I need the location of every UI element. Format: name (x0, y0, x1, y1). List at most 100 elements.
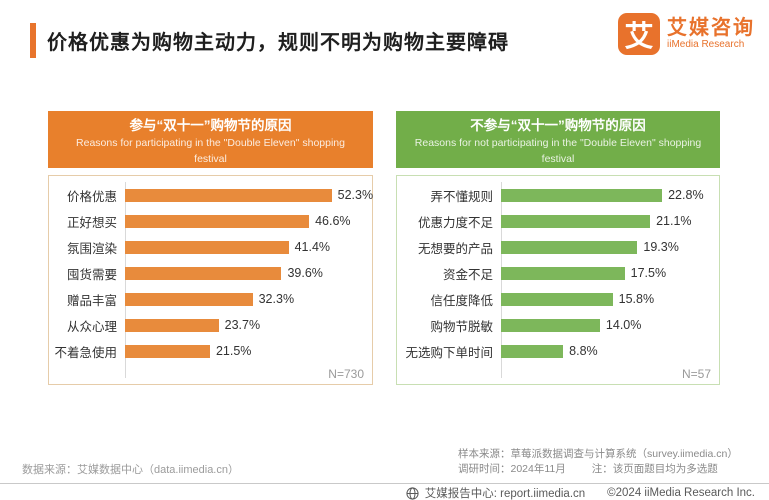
chart-subtitle: Reasons for not participating in the "Do… (414, 137, 702, 165)
sample-size-note: N=730 (328, 367, 364, 381)
chart-row: 价格优惠 52.3% (49, 184, 373, 206)
bar-value-label: 14.0% (605, 318, 642, 332)
bar (501, 318, 600, 332)
chart-row: 无选购下单时间 8.8% (397, 340, 713, 362)
chart-row: 正好想买 46.6% (49, 210, 366, 232)
sample-size-note: N=57 (681, 367, 711, 381)
bar (125, 292, 253, 306)
charts-area: 参与“双十一”购物节的原因 Reasons for participating … (48, 111, 720, 385)
bar-category-label: 氛围渲染 (66, 241, 117, 256)
chart-row: 不着急使用 21.5% (49, 340, 366, 362)
non-participation-reasons-chart: 不参与“双十一”购物节的原因 Reasons for not participa… (396, 111, 720, 385)
bar-value-label: 39.6% (287, 266, 323, 280)
bar-track: 15.8% (501, 292, 713, 306)
chart-title: 不参与“双十一”购物节的原因 (470, 118, 646, 133)
participation-reasons-chart: 参与“双十一”购物节的原因 Reasons for participating … (48, 111, 373, 385)
chart-row: 信任度降低 15.8% (397, 288, 713, 310)
copyright-text: ©2024 iiMedia Research Inc. (607, 487, 755, 499)
bar-track: 17.5% (501, 266, 713, 280)
bar-value-label: 22.8% (668, 188, 704, 202)
bar-category-label: 无想要的产品 (417, 241, 493, 256)
bar (501, 292, 613, 306)
chart-header: 参与“双十一”购物节的原因 Reasons for participating … (48, 111, 373, 168)
bar-category-label: 从众心理 (66, 319, 117, 334)
brand-logo: 艾 艾媒咨询 iiMedia Research (618, 13, 755, 55)
bar-track: 46.6% (125, 214, 366, 228)
chart-row: 氛围渲染 41.4% (49, 236, 366, 258)
bar-track: 41.4% (125, 240, 366, 254)
survey-time: 调研时间：2024年11月 (458, 462, 566, 475)
chart-title: 参与“双十一”购物节的原因 (129, 118, 292, 133)
bar-track: 23.7% (125, 318, 366, 332)
chart-header: 不参与“双十一”购物节的原因 Reasons for not participa… (396, 111, 720, 168)
brand-name: 艾媒咨询 iiMedia Research (667, 17, 755, 51)
bar-value-label: 32.3% (258, 292, 295, 306)
brand-name-en: iiMedia Research (667, 39, 745, 50)
bar-track: 8.8% (501, 344, 713, 358)
bar-track: 22.8% (501, 188, 713, 202)
bar (125, 214, 310, 228)
iimedia-logo-icon: 艾 (618, 13, 660, 55)
page-footer: 艾媒报告中心: report.iimedia.cn ©2024 iiMedia … (406, 485, 755, 500)
bar-value-label: 21.1% (656, 214, 692, 228)
bar (125, 188, 332, 202)
bar-value-label: 41.4% (294, 240, 331, 254)
bar-track: 39.6% (125, 266, 366, 280)
chart-row: 无想要的产品 19.3% (397, 236, 713, 258)
bar-category-label: 赠品丰富 (66, 293, 117, 308)
y-axis-line (125, 182, 126, 378)
chart-row: 优惠力度不足 21.1% (397, 210, 713, 232)
chart-plot-area: 弄不懂规则 22.8% 优惠力度不足 21.1% 无想要的产品 19.3% 资金不足 17.5… (396, 175, 720, 385)
survey-time-line: 调研时间：2024年11月 注：该页面题目均为多选题 (458, 462, 738, 477)
brand-name-cn: 艾媒咨询 (667, 17, 755, 39)
bar-track: 19.3% (501, 240, 713, 254)
chart-plot-area: 价格优惠 52.3% 正好想买 46.6% 氛围渲染 41.4% 囤货需要 39.6% 赠品丰富… (48, 175, 373, 385)
bar-category-label: 优惠力度不足 (417, 215, 493, 230)
data-source-note: 数据来源：艾媒数据中心（data.iimedia.cn） (22, 464, 239, 476)
bar-category-label: 无选购下单时间 (405, 345, 493, 360)
title-accent-bar (30, 23, 36, 58)
bar-value-label: 23.7% (224, 318, 261, 332)
bar-category-label: 价格优惠 (66, 189, 117, 204)
bar-value-label: 52.3% (337, 188, 374, 202)
bar-value-label: 8.8% (569, 344, 598, 358)
bar (501, 240, 638, 254)
bar-track: 21.5% (125, 344, 366, 358)
chart-row: 囤货需要 39.6% (49, 262, 366, 284)
y-axis-line (501, 182, 502, 378)
bar-value-label: 15.8% (618, 292, 655, 306)
chart-row: 赠品丰富 32.3% (49, 288, 366, 310)
footer-divider (0, 483, 769, 484)
bar-track: 32.3% (125, 292, 366, 306)
bar (501, 214, 651, 228)
bar-category-label: 购物节脱敏 (430, 319, 493, 334)
bar (125, 266, 282, 280)
bar (501, 344, 564, 358)
bar-category-label: 正好想买 (66, 215, 117, 230)
chart-row: 购物节脱敏 14.0% (397, 314, 713, 336)
bar (125, 318, 219, 332)
bar-category-label: 囤货需要 (66, 267, 117, 282)
survey-notes: 样本来源：草莓派数据调查与计算系统（survey.iimedia.cn） 调研时… (458, 447, 738, 476)
report-center-text: 艾媒报告中心: report.iimedia.cn (424, 488, 586, 500)
bar-category-label: 弄不懂规则 (430, 189, 493, 204)
bar-value-label: 46.6% (315, 214, 351, 228)
page-title: 价格优惠为购物主动力，规则不明为购物主要障碍 (47, 32, 509, 54)
bar-track: 52.3% (125, 188, 373, 202)
bar (501, 188, 663, 202)
bar-value-label: 17.5% (630, 266, 667, 280)
bar (501, 266, 625, 280)
bar-value-label: 19.3% (643, 240, 679, 254)
bar (125, 344, 210, 358)
multiple-choice-note: 注：该页面题目均为多选题 (591, 462, 718, 475)
bar-category-label: 不着急使用 (54, 345, 117, 360)
bar-category-label: 信任度降低 (430, 293, 493, 308)
chart-row: 弄不懂规则 22.8% (397, 184, 713, 206)
chart-row: 从众心理 23.7% (49, 314, 366, 336)
bar-category-label: 资金不足 (442, 267, 493, 282)
header: 价格优惠为购物主动力，规则不明为购物主要障碍 (30, 23, 509, 58)
sample-source-note: 样本来源：草莓派数据调查与计算系统（survey.iimedia.cn） (458, 448, 738, 460)
bar-track: 14.0% (501, 318, 713, 332)
chart-row: 资金不足 17.5% (397, 262, 713, 284)
